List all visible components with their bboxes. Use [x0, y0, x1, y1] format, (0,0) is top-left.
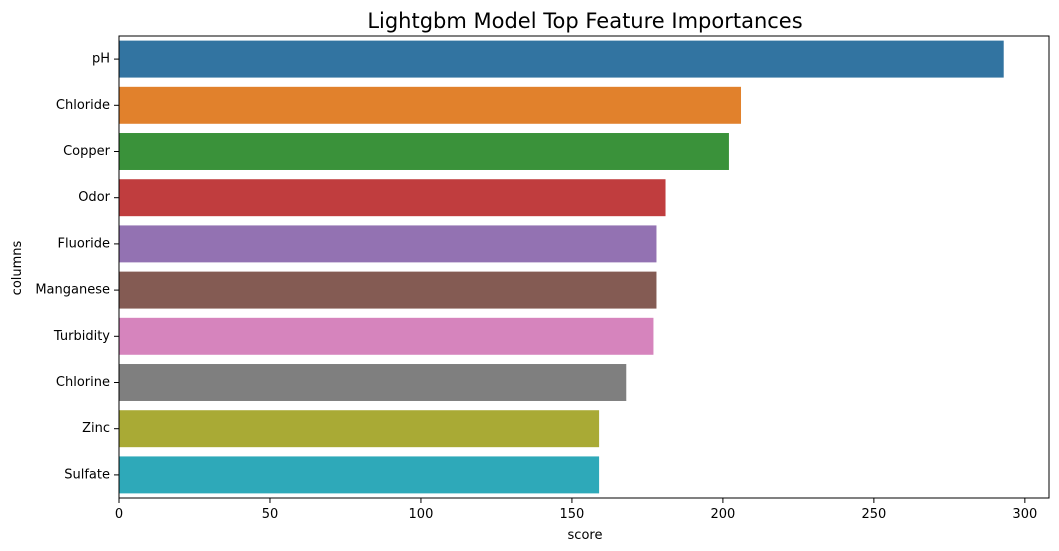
y-tick-label: Turbidity	[53, 329, 110, 344]
x-axis-label: score	[568, 528, 603, 543]
y-axis-ticks: pH Chloride Copper Odor Fluoride Manganese Tur…	[35, 52, 119, 482]
y-tick-label: Fluoride	[58, 236, 111, 251]
x-tick-label: 200	[710, 507, 735, 522]
bar-odor	[119, 179, 666, 217]
bar-fluoride	[119, 225, 657, 263]
bar-sulfate	[119, 456, 600, 494]
bar-chlorine	[119, 364, 627, 401]
bar-manganese	[119, 271, 657, 309]
y-tick-label: Manganese	[35, 283, 110, 298]
x-tick-label: 250	[861, 507, 886, 522]
chart-title: Lightgbm Model Top Feature Importances	[367, 9, 802, 33]
y-tick-label: pH	[92, 52, 110, 67]
x-tick-label: 100	[409, 507, 434, 522]
x-tick-label: 0	[115, 507, 123, 522]
bar-turbidity	[119, 317, 654, 355]
y-axis-label: columns	[10, 240, 25, 295]
bar-zinc	[119, 410, 600, 448]
y-tick-label: Chloride	[56, 98, 110, 113]
y-tick-label: Copper	[63, 144, 111, 159]
y-tick-label: Sulfate	[64, 467, 110, 482]
x-tick-label: 300	[1012, 507, 1037, 522]
bars-group	[119, 40, 1004, 494]
plot-frame	[118, 35, 1050, 499]
x-tick-label: 150	[560, 507, 585, 522]
bar-copper	[119, 133, 729, 170]
y-tick-label: Odor	[78, 190, 110, 205]
bar-chloride	[119, 86, 742, 124]
y-tick-label: Zinc	[82, 421, 110, 436]
x-axis-ticks: 0 50 100 150 200 250 300	[115, 498, 1037, 522]
y-tick-label: Chlorine	[56, 375, 110, 390]
x-tick-label: 50	[262, 507, 279, 522]
bar-ph	[119, 40, 1004, 78]
